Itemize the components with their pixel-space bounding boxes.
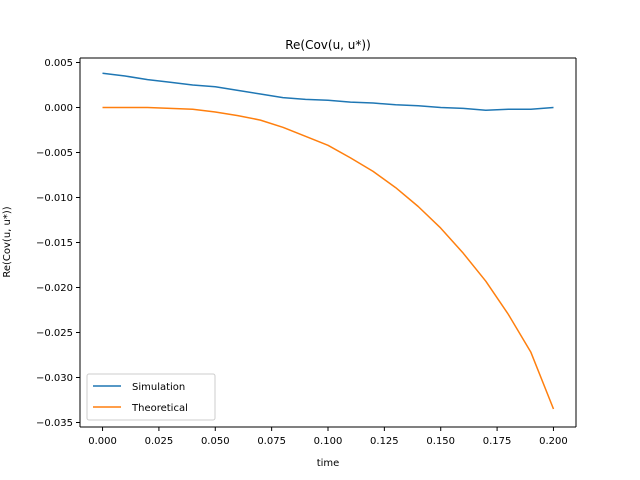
x-axis-ticks: 0.000 0.025 0.050 0.075 0.100 0.125 0.150 0.175… (88, 427, 568, 447)
x-tick-label: 0.000 (88, 436, 117, 447)
x-tick-label: 0.150 (426, 436, 455, 447)
series-line-simulation (102, 72, 554, 111)
y-axis-ticks: 0.005 0.000 −0.005 −0.010 −0.015 −0.020 −0.025… (36, 58, 80, 429)
plot-frame (80, 58, 576, 427)
legend-label-theoretical: Theoretical (131, 403, 188, 414)
y-axis-label: Re(Cov(u, u*)) (2, 206, 13, 277)
x-tick-label: 0.175 (483, 436, 512, 447)
y-tick-label: −0.025 (36, 328, 73, 339)
series-line-theoretical (102, 106, 555, 410)
y-tick-label: −0.030 (36, 373, 73, 384)
x-tick-label: 0.125 (370, 436, 399, 447)
y-tick-label: −0.005 (36, 148, 73, 159)
plot-area (79, 57, 577, 428)
x-axis-label: time (317, 458, 340, 469)
y-tick-label: −0.015 (36, 238, 73, 249)
chart-title: Re(Cov(u, u*)) (285, 38, 371, 52)
y-tick-label: −0.035 (36, 418, 73, 429)
x-tick-label: 0.100 (314, 436, 343, 447)
y-tick-label: −0.010 (36, 193, 73, 204)
series-layer (102, 72, 555, 410)
legend: Simulation Theoretical (86, 373, 216, 421)
y-tick-label: 0.005 (44, 58, 73, 69)
x-tick-label: 0.025 (145, 436, 174, 447)
x-tick-label: 0.050 (201, 436, 230, 447)
y-tick-label: 0.000 (44, 103, 73, 114)
x-tick-label: 0.075 (257, 436, 286, 447)
y-tick-label: −0.020 (36, 283, 73, 294)
x-tick-label: 0.200 (539, 436, 568, 447)
legend-label-simulation: Simulation (132, 382, 185, 393)
